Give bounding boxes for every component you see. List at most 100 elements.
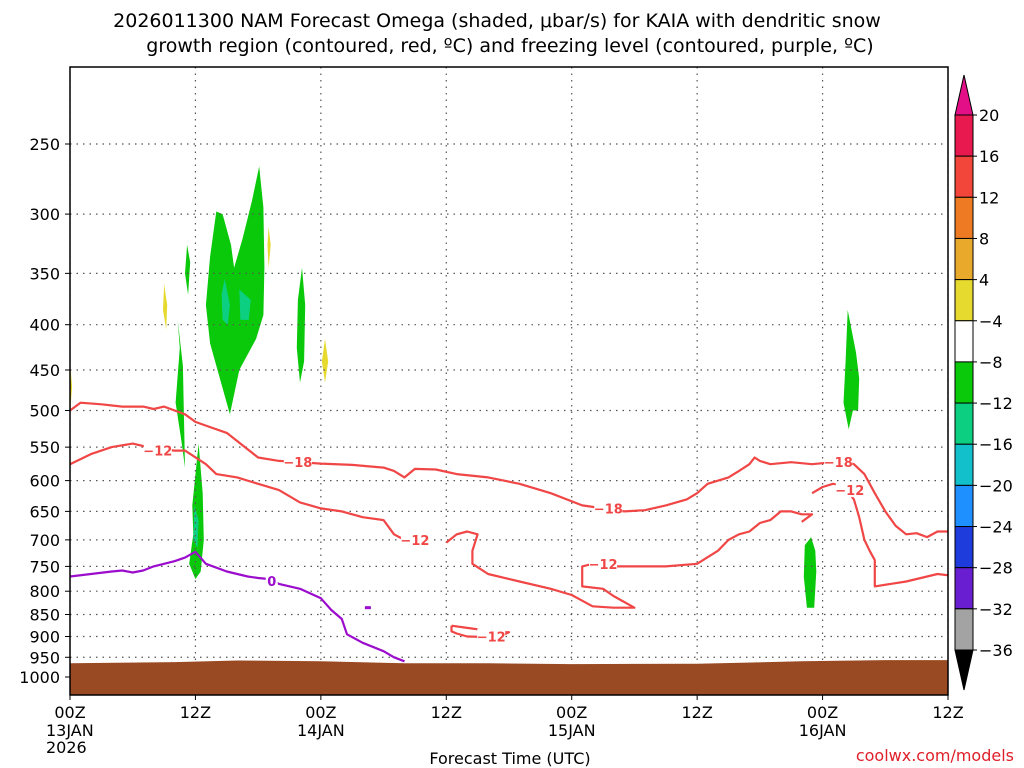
contour-label-5: −12 <box>477 630 506 645</box>
y-tick-label-950: 950 <box>29 648 60 667</box>
x-tick-date-72: 16JAN <box>799 721 847 740</box>
colorbar-label-4: 4 <box>979 271 989 290</box>
omega-shade-region-0 <box>175 319 185 468</box>
colorbar-segment-4 <box>954 279 974 322</box>
contour-label-bg-6 <box>824 454 853 470</box>
contour-label-bg-5 <box>477 628 506 644</box>
x-tick-label-0: 00Z <box>54 703 85 722</box>
colorbar-label-2: 12 <box>979 188 999 207</box>
colorbar-segment-7 <box>954 402 974 445</box>
y-tick-label-550: 550 <box>29 438 60 457</box>
colorbar-label-9: −20 <box>979 476 1013 495</box>
x-tick-label-60: 12Z <box>681 703 712 722</box>
omega-shade-region-12 <box>803 537 817 608</box>
contour-line-5 <box>70 550 405 663</box>
y-tick-label-500: 500 <box>29 402 60 421</box>
plot-content: −12 −18 −12 −18 −12 −12 −18 −12 0 <box>70 67 948 695</box>
colorbar-segment-0 <box>954 114 974 157</box>
x-tick-label-36: 12Z <box>431 703 462 722</box>
colorbar-label-13: −36 <box>979 641 1013 660</box>
colorbar-label-10: −24 <box>979 518 1013 537</box>
x-tick-label-48: 00Z <box>556 703 587 722</box>
contour-label-bg-7 <box>835 482 864 498</box>
contour-label-3: −18 <box>594 502 623 517</box>
colorbar-segment-6 <box>954 361 974 404</box>
omega-shade-region-3 <box>221 278 230 325</box>
plot-area: −12 −18 −12 −18 −12 −12 −18 −12 0 250 300 350 400 450… <box>19 66 964 757</box>
colorbar-top-cap <box>954 74 974 116</box>
colorbar-label-12: −32 <box>979 600 1013 619</box>
colorbar-segment-last <box>954 608 974 651</box>
credit-text: coolwx.com/models <box>856 746 1014 765</box>
colorbar-label-1: 16 <box>979 147 999 166</box>
contour-line-1 <box>445 510 814 609</box>
y-tick-label-900: 900 <box>29 627 60 646</box>
colorbar-segment-1 <box>954 155 974 198</box>
contour-label-0: −12 <box>143 445 172 460</box>
omega-shade-region-7 <box>296 267 306 383</box>
contour-label-6: −18 <box>824 456 853 471</box>
chart-title-line-2: growth region (contoured, red, ºC) and f… <box>146 35 873 57</box>
y-tick-label-450: 450 <box>29 361 60 380</box>
contour-label-bg-4 <box>589 555 618 571</box>
y-tick-label-300: 300 <box>29 205 60 224</box>
contour-label-7: −12 <box>835 484 864 499</box>
contour-label-bg-8 <box>265 572 278 588</box>
contour-label-bg-0 <box>143 442 172 458</box>
y-tick-label-400: 400 <box>29 316 60 335</box>
colorbar-label-3: 8 <box>979 229 989 248</box>
omega-shade-region-6 <box>185 244 191 295</box>
chart-title-line-1: 2026011300 NAM Forecast Omega (shaded, μ… <box>113 10 881 32</box>
y-tick-label-750: 750 <box>29 557 60 576</box>
colorbar-label-11: −28 <box>979 559 1013 578</box>
omega-shade-region-8 <box>267 226 271 268</box>
colorbar-label-0: 20 <box>979 106 999 125</box>
colorbar-segment-3 <box>954 237 974 281</box>
contour-label-bg-3 <box>594 500 623 516</box>
x-tick-label-12: 12Z <box>180 703 211 722</box>
omega-shade-region-4 <box>239 289 251 320</box>
omega-shade-region-1 <box>189 443 204 579</box>
contour-label-bg-2 <box>400 531 429 547</box>
y-tick-label-250: 250 <box>29 135 60 154</box>
omega-shade-region-2 <box>205 166 265 415</box>
x-tick-date-24: 14JAN <box>297 721 345 740</box>
x-tick-label-24: 00Z <box>305 703 336 722</box>
x-tick-date-48: 15JAN <box>548 721 596 740</box>
x-tick-year-0: 2026 <box>46 738 87 757</box>
contour-label-4: −12 <box>589 558 618 573</box>
y-tick-label-350: 350 <box>29 264 60 283</box>
omega-shade-region-10 <box>321 338 329 383</box>
omega-shade-region-9 <box>163 284 168 330</box>
x-tick-date-0: 13JAN <box>46 721 94 740</box>
y-tick-label-600: 600 <box>29 472 60 491</box>
colorbar-segment-2 <box>954 196 974 239</box>
contour-line-0 <box>70 442 406 541</box>
colorbar-label-6: −8 <box>979 353 1003 372</box>
y-tick-label-650: 650 <box>29 502 60 521</box>
terrain-fill <box>70 660 948 695</box>
colorbar-segment-11 <box>954 567 974 610</box>
colorbar-segment-10 <box>954 526 974 569</box>
contour-label-1: −18 <box>283 456 312 471</box>
y-tick-label-1000: 1000 <box>19 668 60 687</box>
colorbar-label-7: −12 <box>979 394 1013 413</box>
omega-shade-region-5 <box>193 505 199 548</box>
contour-label-bg-1 <box>283 454 312 470</box>
colorbar-bottom-cap <box>954 649 974 691</box>
colorbar-label-5: −4 <box>979 312 1003 331</box>
y-tick-label-800: 800 <box>29 582 60 601</box>
colorbar-segment-8 <box>954 443 974 486</box>
colorbar: 20 16 12 8 4 −4 −8 −12 −16 −20 −24 −28 −32 −36 <box>954 74 1013 691</box>
x-tick-label-72: 00Z <box>807 703 838 722</box>
x-axis-label: Forecast Time (UTC) <box>429 749 590 768</box>
colorbar-label-8: −16 <box>979 435 1013 454</box>
y-tick-label-700: 700 <box>29 531 60 550</box>
contour-label-8: 0 <box>267 575 276 590</box>
y-tick-label-850: 850 <box>29 606 60 625</box>
x-tick-label-84: 12Z <box>932 703 963 722</box>
contour-label-2: −12 <box>400 534 429 549</box>
colorbar-segment-9 <box>954 484 974 528</box>
plot-frame <box>69 66 949 696</box>
